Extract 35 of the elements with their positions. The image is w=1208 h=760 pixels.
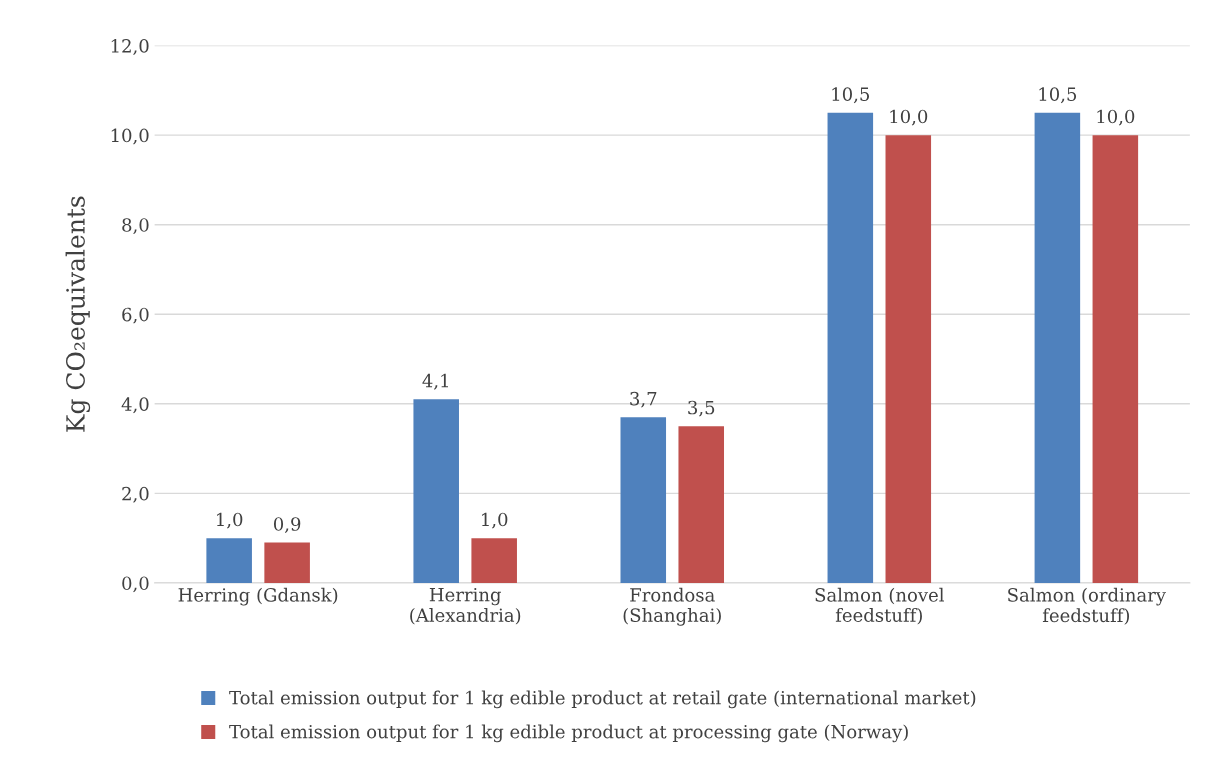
data-label: 1,0: [482, 512, 508, 529]
data-label: 10,5: [832, 87, 870, 104]
y-tick-label: 4,0: [121, 397, 149, 414]
data-label: 0,9: [273, 517, 301, 533]
bar: [678, 426, 725, 583]
bar: [413, 399, 459, 583]
bar: [1034, 112, 1081, 583]
y-tick-label: 6,0: [122, 307, 149, 324]
x-tick-label: Salmon (novel feedstuff): [815, 587, 944, 625]
bar: [471, 538, 517, 583]
bar: [620, 417, 667, 583]
bar: [1092, 135, 1139, 583]
x-tick-label: Herring (Gdansk): [178, 587, 338, 606]
y-tick-label: 10,0: [111, 128, 149, 145]
legend-label: Total emission output for 1 kg edible product at processing gate (Norway): [229, 724, 908, 743]
y-axis-title: Kg CO₂equivalents: [65, 196, 91, 432]
data-label: 10,5: [1039, 87, 1077, 104]
bar: [885, 135, 932, 583]
bar: [264, 542, 310, 583]
data-label: 10,0: [890, 109, 928, 126]
data-label: 3,5: [688, 400, 715, 417]
data-label: 4,1: [422, 373, 449, 390]
x-tick-label: Salmon (ordinary feedstuff): [1008, 587, 1166, 625]
x-tick-label: Herring (Alexandria): [410, 587, 521, 625]
y-tick-label: 12,0: [111, 39, 149, 55]
legend-label: Total emission output for 1 kg edible product at retail gate (international market): [229, 690, 976, 709]
y-tick-label: 0,0: [122, 576, 149, 593]
x-tick-label: Frondosa (Shanghai): [623, 587, 721, 626]
y-tick-label: 8,0: [122, 218, 149, 235]
data-label: 3,7: [630, 391, 657, 408]
data-label: 1,0: [217, 512, 243, 529]
bar: [206, 538, 252, 583]
bar: [827, 112, 874, 583]
data-label: 10,0: [1097, 109, 1135, 126]
y-tick-label: 2,0: [122, 486, 149, 503]
